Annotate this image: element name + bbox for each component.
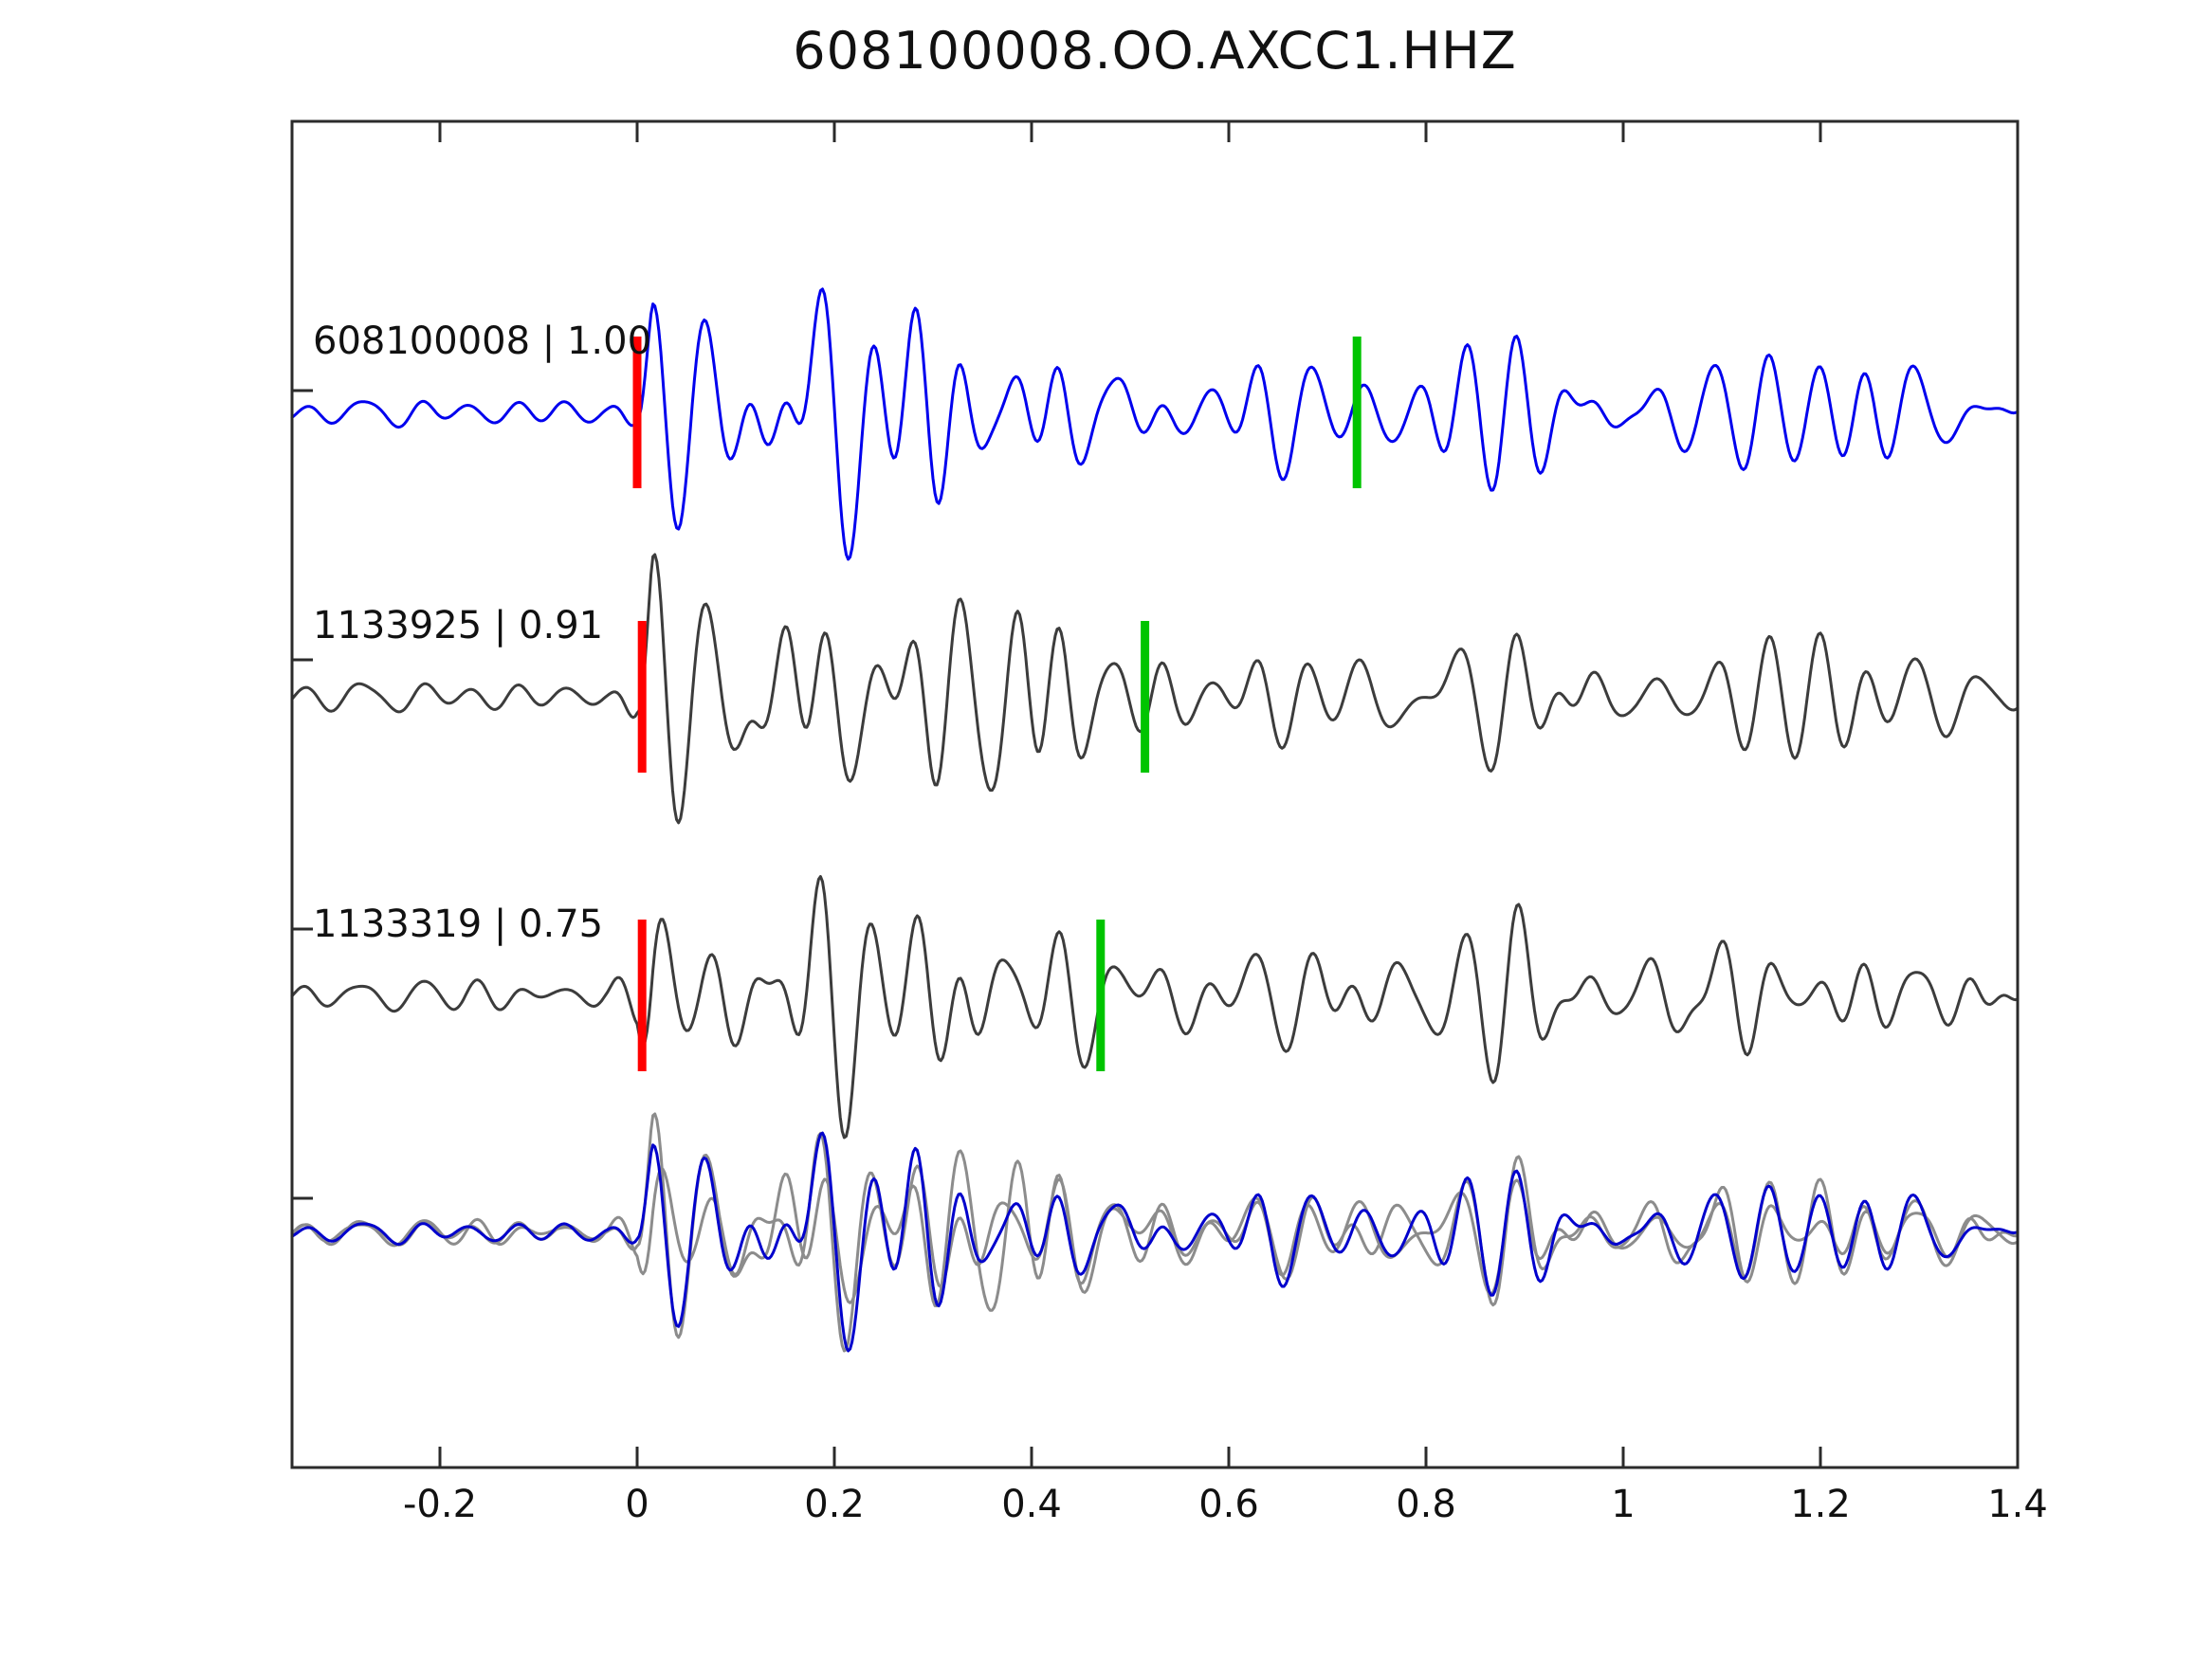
axis-box <box>290 119 2020 1469</box>
x-tick-label-4: 0.6 <box>1198 1483 1259 1526</box>
overlay-trace-608100008 <box>290 1131 2020 1353</box>
x-tick-label-8: 1.4 <box>1987 1483 2048 1526</box>
overlay-trace-1133319 <box>290 1132 2020 1353</box>
trace-label-608100008: 608100008 | 1.00 <box>313 319 651 363</box>
trace-label-1133319: 1133319 | 0.75 <box>313 902 603 946</box>
trace-1133925-waveform <box>290 553 2020 825</box>
chart-title: 608100008.OO.AXCC1.HHZ <box>793 21 1517 81</box>
x-tick-label-1: 0 <box>625 1483 649 1526</box>
x-tick-label-3: 0.4 <box>1001 1483 1062 1526</box>
x-tick-label-7: 1.2 <box>1790 1483 1851 1526</box>
x-tick-label-6: 1 <box>1611 1483 1635 1526</box>
x-tick-label-2: 0.2 <box>804 1483 865 1526</box>
trace-label-1133925: 1133925 | 0.91 <box>313 604 603 647</box>
x-tick-label-0: -0.2 <box>403 1483 477 1526</box>
x-tick-label-5: 0.8 <box>1396 1483 1456 1526</box>
trace-1133319-waveform <box>290 875 2020 1139</box>
trace-608100008-waveform <box>290 287 2020 561</box>
